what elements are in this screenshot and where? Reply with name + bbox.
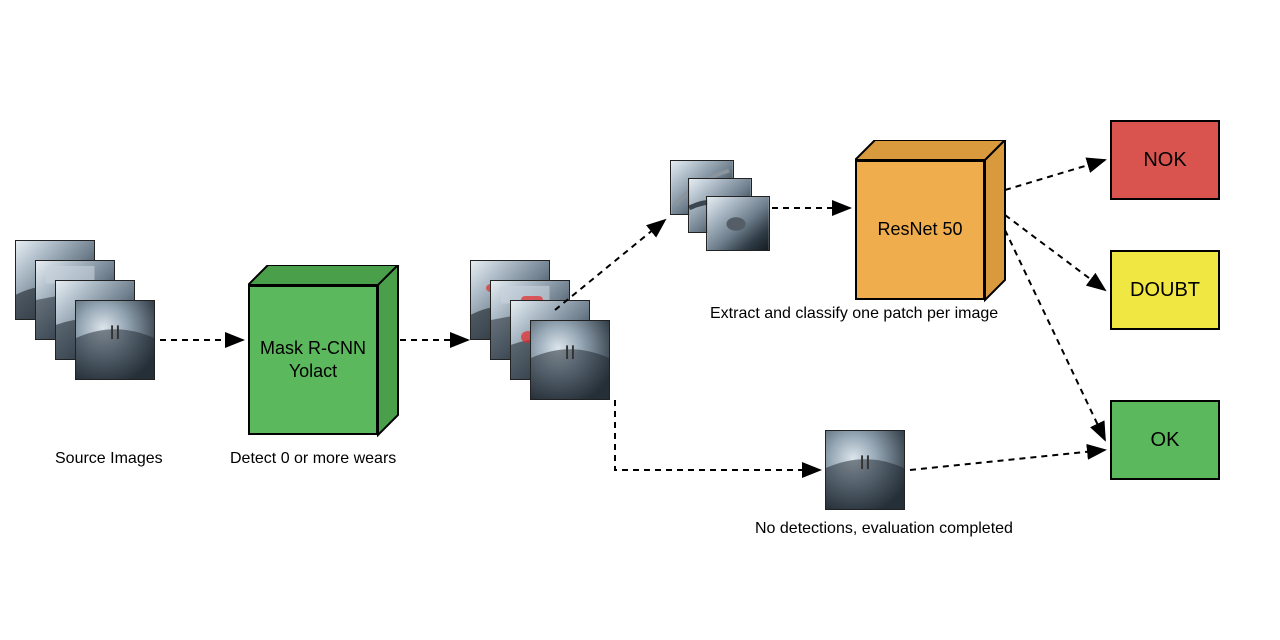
source-images-label: Source Images bbox=[55, 450, 163, 468]
nodetection-image bbox=[825, 430, 905, 510]
source-image-stack bbox=[15, 240, 175, 400]
ok-label: OK bbox=[1151, 429, 1180, 452]
arrows-layer bbox=[0, 0, 1280, 640]
extract-label: Extract and classify one patch per image bbox=[710, 305, 998, 323]
resnet-label: ResNet 50 bbox=[877, 218, 962, 241]
nok-box: NOK bbox=[1110, 120, 1220, 200]
nok-label: NOK bbox=[1143, 149, 1186, 172]
detected-image-stack bbox=[470, 260, 630, 420]
detect-label: Detect 0 or more wears bbox=[230, 450, 396, 468]
doubt-label: DOUBT bbox=[1130, 279, 1200, 302]
doubt-box: DOUBT bbox=[1110, 250, 1220, 330]
resnet-box: ResNet 50 bbox=[855, 140, 1007, 302]
patch-image-stack bbox=[670, 160, 780, 260]
nodetect-label: No detections, evaluation completed bbox=[755, 520, 1013, 538]
ok-box: OK bbox=[1110, 400, 1220, 480]
maskrcnn-box: Mask R-CNNYolact bbox=[248, 265, 400, 437]
maskrcnn-label: Mask R-CNNYolact bbox=[260, 337, 366, 384]
